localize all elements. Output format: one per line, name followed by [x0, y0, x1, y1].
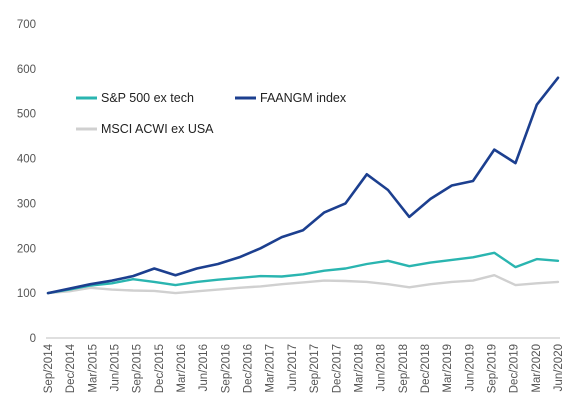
y-tick-label: 200 — [17, 243, 36, 255]
x-tick-label: Mar/2020 — [531, 344, 543, 393]
legend-label-faangm-index: FAANGM index — [260, 91, 347, 105]
x-tick-label: Jun/2015 — [110, 344, 122, 391]
y-axis-tick-labels: 0 100 200 300 400 500 600 700 — [17, 19, 36, 345]
y-tick-label: 0 — [30, 333, 36, 345]
x-tick-label: Jun/2018 — [376, 344, 388, 391]
x-tick-label: Sep/2018 — [398, 344, 410, 393]
y-tick-label: 100 — [17, 288, 36, 300]
x-tick-label: Jun/2017 — [287, 344, 299, 391]
x-tick-label: Sep/2014 — [43, 343, 55, 393]
y-tick-label: 500 — [17, 109, 36, 121]
series-line-s-p-500-ex-tech — [46, 251, 560, 295]
x-tick-label: Dec/2017 — [331, 344, 343, 393]
y-tick-label: 600 — [17, 64, 36, 76]
x-tick-label: Mar/2019 — [442, 344, 454, 393]
legend-label-sp500-ex-tech: S&P 500 ex tech — [101, 91, 194, 105]
y-tick-label: 700 — [17, 19, 36, 31]
x-tick-label: Mar/2017 — [265, 344, 277, 393]
x-tick-label: Jun/2020 — [553, 344, 565, 391]
x-tick-label: Dec/2019 — [509, 344, 521, 393]
x-tick-label: Sep/2016 — [220, 344, 232, 393]
x-tick-label: Sep/2017 — [309, 344, 321, 393]
series-lines — [46, 76, 560, 295]
x-tick-label: Sep/2015 — [132, 344, 144, 393]
x-tick-label: Jun/2016 — [198, 344, 210, 391]
y-tick-label: 300 — [17, 198, 36, 210]
series-line-msci-acwi-ex-usa — [46, 274, 560, 295]
y-tick-label: 400 — [17, 154, 36, 166]
x-tick-label: Jun/2019 — [464, 344, 476, 391]
x-tick-label: Dec/2014 — [65, 343, 77, 393]
x-tick-label: Mar/2015 — [87, 344, 99, 393]
x-axis-tick-labels: Sep/2014 Dec/2014 Mar/2015 Jun/2015 Sep/2015… — [43, 343, 565, 393]
x-tick-label: Dec/2016 — [243, 344, 255, 393]
series-line-faangm-index — [46, 76, 560, 295]
x-tick-label: Dec/2015 — [154, 344, 166, 393]
legend-label-msci-acwi-ex-usa: MSCI ACWI ex USA — [101, 122, 214, 136]
x-tick-label: Sep/2019 — [486, 344, 498, 393]
x-tick-label: Mar/2018 — [353, 344, 365, 393]
legend: S&P 500 ex tech FAANGM index MSCI ACWI e… — [76, 91, 347, 136]
x-tick-label: Mar/2016 — [176, 344, 188, 393]
x-tick-label: Dec/2018 — [420, 344, 432, 393]
